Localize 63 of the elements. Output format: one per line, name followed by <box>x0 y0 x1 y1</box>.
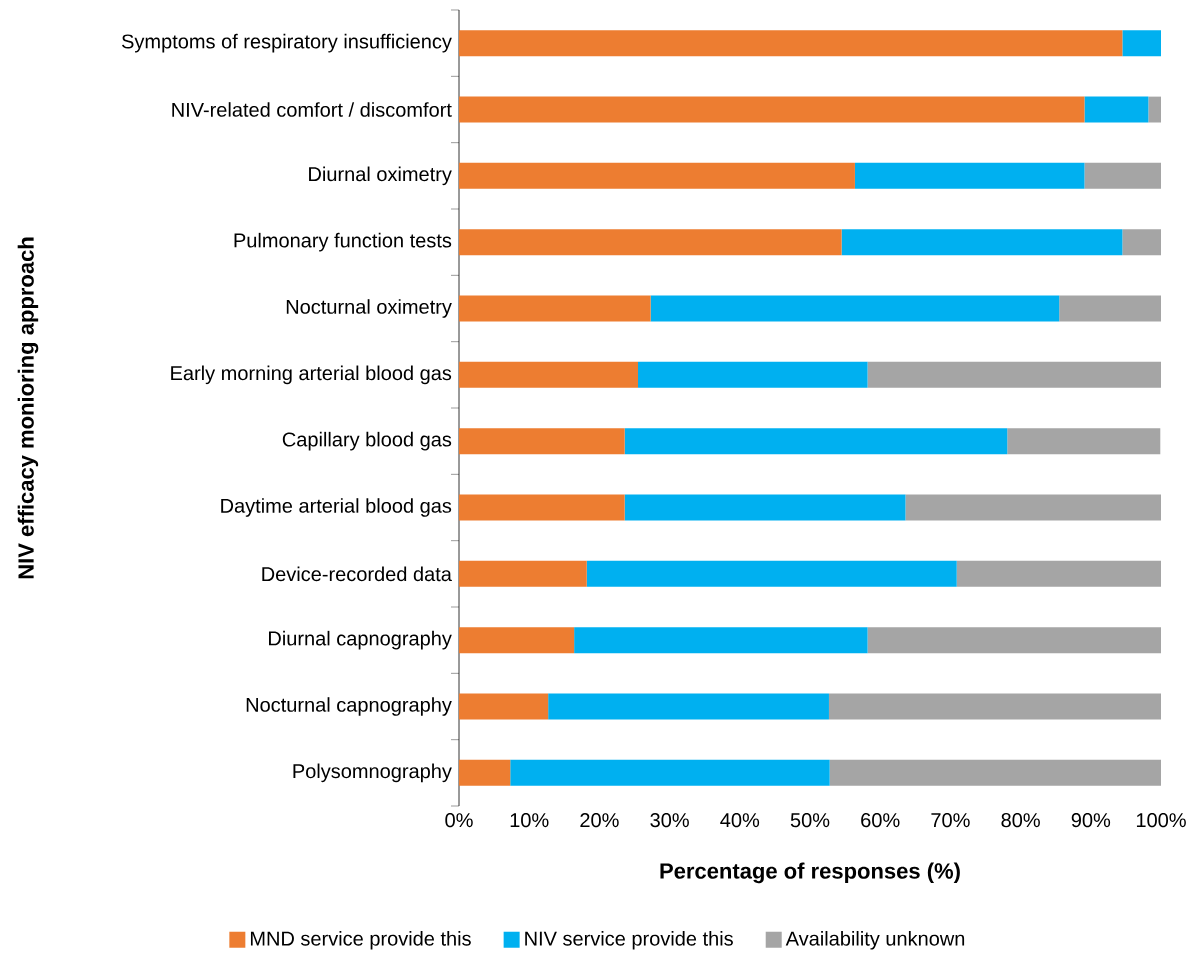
bar <box>854 162 1085 189</box>
bar <box>510 759 830 786</box>
y-tick-label: Pulmonary function tests <box>234 232 452 252</box>
bar <box>828 693 1162 720</box>
bar <box>459 228 842 255</box>
bar <box>624 427 1008 454</box>
y-tick-label: NIV-related comfort / discomfort <box>172 101 452 117</box>
x-tick-label: 10% <box>510 812 549 827</box>
bar <box>459 494 625 521</box>
y-tick-label: Nocturnal capnography <box>246 696 452 716</box>
x-tick-label: 100% <box>1136 812 1186 827</box>
bar <box>459 693 549 720</box>
bar <box>624 494 906 521</box>
bar <box>459 427 625 454</box>
bar <box>459 759 511 786</box>
bar <box>841 228 1123 255</box>
bar <box>638 361 868 388</box>
bar <box>548 693 829 720</box>
x-tick-label: 50% <box>790 812 830 827</box>
x-tick-label: 80% <box>1001 812 1040 827</box>
legend-label: NIV service provide this <box>525 930 733 950</box>
bar <box>829 759 1162 786</box>
bar <box>459 361 639 388</box>
y-tick-label: Early morning arterial blood gas <box>171 365 452 384</box>
x-tick-label: 60% <box>861 812 900 827</box>
bar <box>459 295 651 322</box>
bar <box>1084 96 1149 123</box>
x-tick-label: 90% <box>1071 812 1111 827</box>
bar <box>1148 96 1162 123</box>
x-axis-title: Percentage of responses (%) <box>660 862 960 883</box>
bar <box>459 29 1123 56</box>
bar <box>459 560 587 587</box>
bar <box>867 626 1162 653</box>
x-tick-label: 30% <box>650 812 689 827</box>
y-tick-label: Diurnal capnography <box>269 630 452 650</box>
y-tick-label: Daytime arterial blood gas <box>221 497 452 517</box>
legend-label: Availability unknown <box>785 930 965 950</box>
bar <box>586 560 957 587</box>
bar <box>1084 162 1162 189</box>
y-tick-label: Device-recorded data <box>262 566 452 581</box>
legend-label: MND service provide this <box>250 930 471 950</box>
bar <box>459 626 575 653</box>
x-tick-label: 70% <box>931 812 970 827</box>
bar <box>956 560 1162 587</box>
bar <box>650 295 1060 322</box>
bar <box>1059 295 1162 322</box>
y-tick-label: Diurnal oximetry <box>309 166 452 185</box>
x-tick-label: 20% <box>580 812 619 827</box>
x-tick-label: 0% <box>445 812 473 827</box>
bar <box>574 626 868 653</box>
bar <box>1122 29 1162 56</box>
bar <box>1007 427 1161 454</box>
y-tick-label: Symptoms of respiratory insufficiency <box>121 33 452 53</box>
x-tick-label: 40% <box>720 812 760 827</box>
bar <box>905 494 1162 521</box>
bar <box>867 361 1162 388</box>
bar <box>459 96 1085 123</box>
bar <box>1122 228 1162 255</box>
y-tick-label: Nocturnal oximetry <box>286 298 452 318</box>
bar <box>459 162 855 189</box>
y-tick-label: Capillary blood gas <box>282 431 452 451</box>
y-tick-label: Polysomnography <box>293 763 452 782</box>
y-axis-title: NIV efficacy monioring approach <box>17 237 39 579</box>
